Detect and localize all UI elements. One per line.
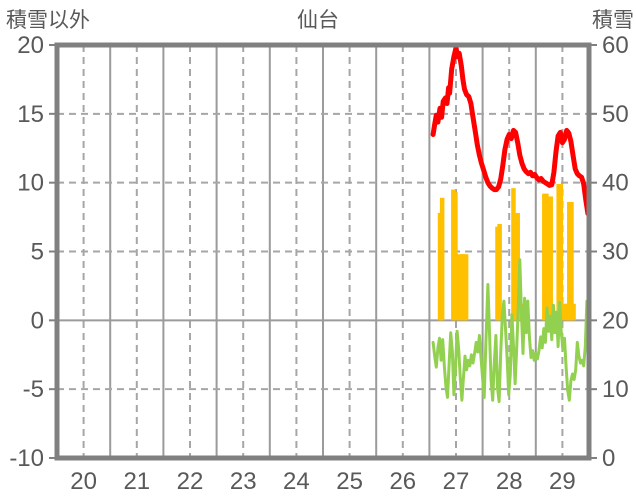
x-axis-tick-label: 22 xyxy=(177,468,204,495)
bar-orange_bars xyxy=(515,212,520,321)
right-axis-tick-label: 30 xyxy=(602,239,629,266)
left-axis-title: 積雪以外 xyxy=(6,9,90,32)
bar-orange_bars xyxy=(571,303,576,321)
right-axis-tick-label: 20 xyxy=(602,307,629,334)
right-axis-title: 積雪 xyxy=(592,9,634,32)
x-axis-tick-label: 29 xyxy=(549,468,576,495)
right-axis-tick-label: 60 xyxy=(602,32,629,59)
x-axis-tick-label: 20 xyxy=(70,468,97,495)
right-axis-tick-label: 0 xyxy=(602,445,615,472)
x-axis-tick-label: 26 xyxy=(389,468,416,495)
left-axis-tick-label: 5 xyxy=(31,239,44,266)
bar-orange_bars xyxy=(497,223,502,321)
bar-orange_bars xyxy=(453,192,458,321)
right-axis-tick-label: 10 xyxy=(602,376,629,403)
left-axis-tick-label: -5 xyxy=(23,376,44,403)
bar-orange_bars xyxy=(569,201,574,321)
bar-orange_bars xyxy=(558,184,564,321)
bar-orange_bars xyxy=(439,197,445,321)
right-axis-tick-label: 40 xyxy=(602,170,629,197)
left-axis-tick-label: 10 xyxy=(17,170,44,197)
left-axis-tick-label: -10 xyxy=(9,445,44,472)
series-green_line xyxy=(431,258,589,404)
bar-orange_bars xyxy=(544,193,549,321)
x-axis-tick-label: 21 xyxy=(123,468,150,495)
left-axis-tick-label: 15 xyxy=(17,101,44,128)
series-red_line xyxy=(430,45,591,217)
x-axis-tick-label: 28 xyxy=(496,468,523,495)
bar-orange_bars xyxy=(463,254,469,321)
left-axis-tick-label: 20 xyxy=(17,32,44,59)
left-axis-tick-label: 0 xyxy=(31,307,44,334)
x-axis-tick-label: 27 xyxy=(443,468,470,495)
chart-title: 仙台 xyxy=(297,9,339,32)
x-axis-tick-label: 23 xyxy=(230,468,257,495)
right-axis-tick-label: 50 xyxy=(602,101,629,128)
x-axis-tick-label: 25 xyxy=(336,468,363,495)
bar-orange_bars xyxy=(548,196,553,321)
x-axis-tick-label: 24 xyxy=(283,468,310,495)
